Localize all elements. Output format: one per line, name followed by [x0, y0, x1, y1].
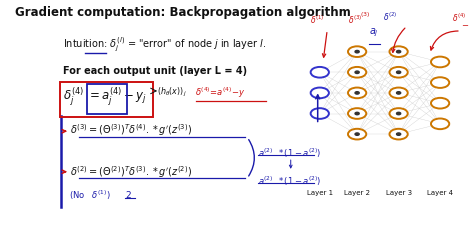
Circle shape [355, 51, 359, 53]
Text: For each output unit (layer L = 4): For each output unit (layer L = 4) [63, 66, 246, 76]
Text: $\delta^{(2)} = (\Theta^{(2)})^T\delta^{(3)} .* g'(z^{(2)})$: $\delta^{(2)} = (\Theta^{(2)})^T\delta^{… [70, 164, 192, 180]
Circle shape [431, 98, 449, 109]
Text: Layer 3: Layer 3 [385, 190, 412, 196]
Circle shape [397, 112, 401, 115]
Circle shape [355, 112, 359, 115]
Circle shape [397, 92, 401, 94]
Circle shape [431, 57, 449, 67]
Circle shape [431, 119, 449, 129]
Circle shape [348, 129, 366, 140]
Text: $= a_j^{(4)} - y_j$: $= a_j^{(4)} - y_j$ [87, 86, 146, 108]
Circle shape [310, 88, 329, 98]
Circle shape [348, 88, 366, 98]
Text: (No   $\delta^{(1)}$): (No $\delta^{(1)}$) [69, 189, 110, 202]
Text: $2$: $2$ [125, 189, 131, 200]
Circle shape [397, 71, 401, 73]
Text: Layer 2: Layer 2 [344, 190, 370, 196]
Circle shape [348, 67, 366, 78]
Text: Layer 4: Layer 4 [427, 190, 453, 196]
Circle shape [310, 108, 329, 119]
Text: $a^{(2)} .* (1-a^{(2)})$: $a^{(2)} .* (1-a^{(2)})$ [257, 146, 321, 160]
Text: $\delta^{(3)} = (\Theta^{(3)})^T\delta^{(4)} .* g'(z^{(3)})$: $\delta^{(3)} = (\Theta^{(3)})^T\delta^{… [70, 122, 192, 138]
Circle shape [348, 46, 366, 57]
Text: $\delta^{(1)}$: $\delta^{(1)}$ [310, 14, 325, 26]
Text: $-$: $-$ [461, 19, 469, 28]
Circle shape [390, 108, 408, 119]
Circle shape [355, 133, 359, 135]
Circle shape [310, 67, 329, 78]
Text: $\delta_j^{(4)}$: $\delta_j^{(4)}$ [64, 86, 84, 108]
Text: $(h_\theta(x))_j$: $(h_\theta(x))_j$ [157, 86, 186, 99]
Circle shape [390, 129, 408, 140]
Circle shape [390, 88, 408, 98]
Text: $\delta^{(4)}\!=\!a^{(4)}\!-\!y$: $\delta^{(4)}\!=\!a^{(4)}\!-\!y$ [195, 86, 246, 101]
Text: $(3)$: $(3)$ [360, 10, 371, 20]
Circle shape [397, 51, 401, 53]
Circle shape [390, 46, 408, 57]
Text: Intuition: $\delta_j^{(l)}$ = "error" of node $j$ in layer $l$.: Intuition: $\delta_j^{(l)}$ = "error" of… [63, 36, 266, 54]
Circle shape [390, 67, 408, 78]
Text: $\delta^{(2)}$: $\delta^{(2)}$ [383, 11, 398, 23]
Text: $a_j$: $a_j$ [369, 26, 379, 39]
Circle shape [355, 92, 359, 94]
Circle shape [348, 108, 366, 119]
Circle shape [355, 71, 359, 73]
Text: Layer 1: Layer 1 [307, 190, 333, 196]
Text: $\delta^{(3)}$: $\delta^{(3)}$ [348, 14, 362, 26]
Text: $a^{(2)} .* (1-a^{(2)})$: $a^{(2)} .* (1-a^{(2)})$ [257, 174, 321, 188]
Circle shape [397, 133, 401, 135]
Circle shape [431, 77, 449, 88]
Text: Gradient computation: Backpropagation algorithm: Gradient computation: Backpropagation al… [15, 6, 351, 19]
Text: $\delta^{(4)}$: $\delta^{(4)}$ [452, 12, 466, 24]
